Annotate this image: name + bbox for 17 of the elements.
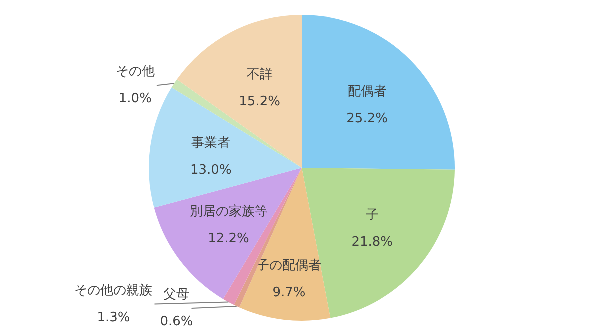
data-label: 13.0% [190, 162, 232, 178]
data-label: 1.0% [118, 92, 152, 107]
slice-label: その他 [116, 64, 155, 80]
data-label: 15.2% [239, 94, 280, 110]
data-label: 21.8% [352, 234, 394, 250]
slice-label: 別居の家族等 [190, 203, 268, 220]
slice-label: 不詳 [246, 67, 273, 82]
slice-label: 父母 [164, 287, 190, 302]
slice-label: 配偶者 [348, 84, 387, 100]
slice-label: その他の親族 [74, 283, 153, 298]
data-label: 1.3% [97, 310, 130, 326]
data-label: 25.2% [346, 111, 388, 126]
data-label: 9.7% [272, 285, 306, 300]
data-label: 0.6% [160, 314, 194, 330]
slice-label: 子 [366, 208, 379, 223]
data-label: 12.2% [208, 231, 250, 246]
slice-label: 事業者 [192, 136, 231, 151]
